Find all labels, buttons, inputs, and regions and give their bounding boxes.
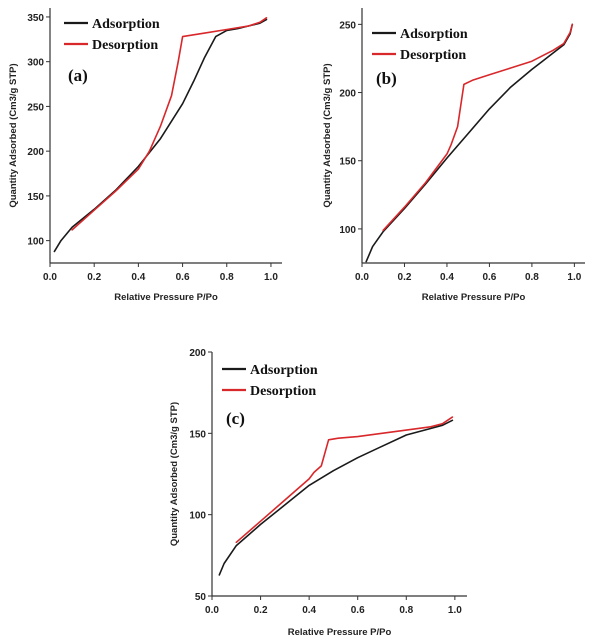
series-line-desorption	[71, 16, 268, 231]
x-tick-label: 0.8	[220, 272, 234, 283]
y-axis-label: Quantity Adsorbed (Cm3/g STP)	[169, 402, 180, 546]
y-tick-label: 300	[27, 58, 44, 69]
x-tick-label: 0.4	[440, 272, 454, 283]
x-tick-label: 0.2	[398, 272, 412, 283]
chart-panel-2: 0.0 0.2 0.4 0.6 0.8 1.0 100 150 200 250 Relative P…	[322, 8, 585, 303]
x-tick-label: 0.4	[302, 605, 316, 616]
x-tick-label: 0.0	[355, 272, 369, 283]
x-tick-label: 0.8	[525, 272, 539, 283]
y-axis-label: Quantity Adsorbed (Cm3/g STP)	[8, 63, 19, 207]
legend-label-adsorption: Adsorption	[250, 363, 318, 378]
y-tick-label: 200	[189, 348, 206, 359]
y-tick-label: 250	[27, 102, 44, 113]
series-line-adsorption	[218, 419, 454, 576]
series-line-desorption	[235, 416, 454, 544]
series-line-adsorption	[365, 23, 574, 263]
x-tick-label: 0.6	[351, 605, 365, 616]
y-tick-label: 150	[339, 157, 356, 168]
y-tick-label: 100	[339, 225, 356, 236]
legend-label-desorption: Desorption	[92, 38, 158, 53]
panel-label: (c)	[226, 409, 245, 428]
panel-label: (b)	[376, 69, 397, 88]
x-tick-label: 0.4	[131, 272, 145, 283]
y-axis-label: Quantity Adsorbed (Cm3/g STP)	[322, 63, 333, 207]
y-tick-label: 350	[27, 13, 44, 24]
x-tick-label: 1.0	[448, 605, 462, 616]
y-tick-label: 50	[195, 592, 207, 603]
y-tick-label: 100	[189, 511, 206, 522]
x-tick-label: 0.8	[399, 605, 413, 616]
y-tick-label: 200	[339, 89, 356, 100]
y-tick-label: 150	[27, 192, 44, 203]
y-tick-label: 100	[27, 237, 44, 248]
chart-panel-1: 0.0 0.2 0.4 0.6 0.8 1.0 100 150 200 250 300 350 Rela…	[8, 8, 282, 303]
x-tick-label: 0.0	[43, 272, 57, 283]
chart-panel-3: 0.0 0.2 0.4 0.6 0.8 1.0 50 100 150 200 Relative Pr…	[169, 348, 467, 638]
x-tick-label: 0.2	[87, 272, 101, 283]
x-tick-label: 0.0	[205, 605, 219, 616]
x-axis-label: Relative Pressure P/Po	[114, 292, 218, 303]
y-tick-label: 150	[189, 429, 206, 440]
x-axis-label: Relative Pressure P/Po	[422, 292, 526, 303]
x-tick-label: 0.6	[176, 272, 190, 283]
x-tick-label: 0.6	[482, 272, 496, 283]
legend-label-desorption: Desorption	[250, 384, 316, 399]
panel-label: (a)	[68, 66, 88, 85]
series-line-desorption	[382, 23, 574, 232]
x-axis-label: Relative Pressure P/Po	[288, 627, 392, 638]
legend-label-desorption: Desorption	[400, 48, 466, 63]
x-tick-label: 1.0	[264, 272, 278, 283]
y-tick-label: 200	[27, 147, 44, 158]
legend-label-adsorption: Adsorption	[400, 27, 468, 42]
x-tick-label: 1.0	[567, 272, 581, 283]
legend-label-adsorption: Adsorption	[92, 17, 160, 32]
y-tick-label: 250	[339, 20, 356, 31]
x-tick-label: 0.2	[254, 605, 268, 616]
